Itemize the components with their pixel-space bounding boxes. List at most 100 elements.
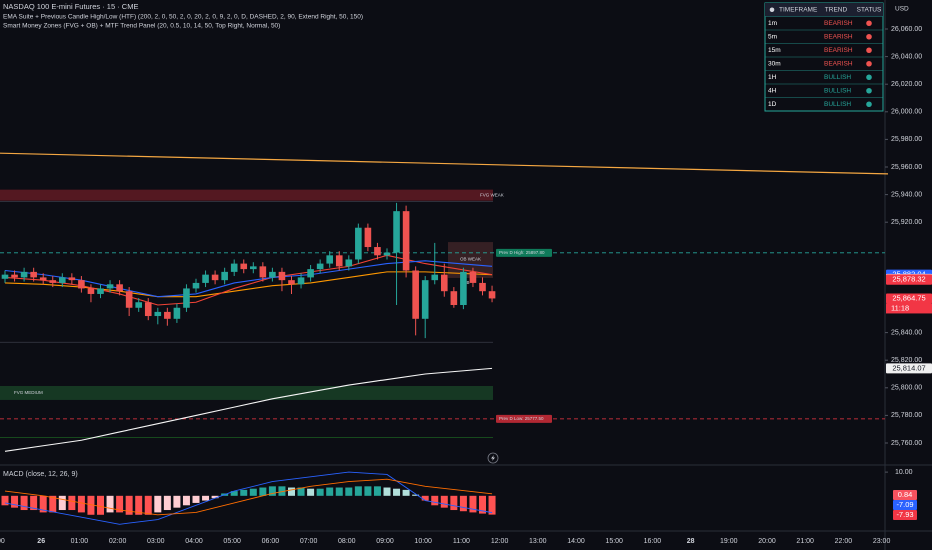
candle-body	[106, 284, 114, 289]
histogram-bar	[135, 495, 143, 515]
histogram-bar	[240, 489, 248, 496]
x-tick-label: 00	[0, 538, 5, 545]
countdown-tag	[886, 303, 932, 314]
histogram-bar	[116, 495, 124, 513]
price-tag	[886, 363, 932, 374]
x-tick-label: 20:00	[758, 538, 776, 545]
candle-body	[479, 282, 486, 292]
y-tick-label: 26,020.00	[891, 81, 922, 88]
histogram-bar	[459, 495, 467, 512]
histogram-bar	[125, 495, 133, 515]
x-tick-label: 05:00	[223, 538, 241, 545]
x-tick-label: 09:00	[376, 538, 394, 545]
x-tick-label: 19:00	[720, 538, 738, 545]
candle-body	[59, 277, 66, 283]
zone-label: FVG MEDIUM	[14, 390, 43, 395]
candle-body	[421, 280, 429, 319]
x-tick-label: 07:00	[300, 538, 318, 545]
histogram-bar	[383, 487, 391, 496]
histogram-bar	[288, 487, 295, 496]
candle-body	[125, 291, 133, 308]
x-tick-label: 22:00	[835, 538, 853, 545]
histogram-bar	[479, 495, 486, 514]
timeframe-cell: 1H	[768, 74, 777, 81]
trend-cell: BULLISH	[824, 87, 851, 94]
candle-body	[250, 266, 257, 270]
histogram-bar	[97, 495, 104, 515]
candle-body	[307, 269, 314, 278]
candle-body	[230, 263, 238, 272]
indicator-line	[4, 367, 493, 452]
macd-title: MACD (close, 12, 26, 9)	[3, 471, 78, 478]
histogram-bar	[68, 495, 76, 511]
price-tag	[886, 274, 932, 285]
zone	[0, 189, 493, 201]
macd-tag	[893, 510, 917, 520]
histogram-bar	[488, 495, 496, 515]
macd-line	[4, 478, 493, 516]
histogram-bar	[202, 495, 210, 501]
status-dot	[866, 33, 872, 40]
candle-body	[383, 252, 391, 256]
timeframe-cell: 1D	[768, 101, 777, 108]
x-tick-label: 28	[687, 538, 695, 545]
trend-cell: BULLISH	[824, 101, 851, 108]
histogram-bar	[450, 495, 458, 511]
x-tick-label: 21:00	[796, 538, 814, 545]
histogram-bar	[373, 486, 381, 496]
histogram-bar	[49, 495, 57, 513]
candle-body	[192, 282, 200, 289]
histogram-bar	[393, 488, 401, 496]
currency-label: USD	[895, 6, 909, 13]
histogram-bar	[173, 495, 181, 508]
timeframe-cell: 5m	[768, 33, 777, 40]
candle-body	[183, 288, 190, 308]
candle-body	[259, 266, 267, 278]
status-dot	[866, 87, 872, 94]
trend-cell: BEARISH	[824, 20, 853, 27]
histogram-bar	[421, 495, 429, 501]
candle-body	[297, 277, 305, 285]
prev-day-label: Prev D Low: 25777.50	[499, 416, 544, 421]
y-tick-label: 25,820.00	[891, 357, 922, 364]
candle-body	[488, 291, 496, 299]
histogram-bar	[249, 488, 257, 496]
header-icon	[769, 7, 775, 13]
x-tick-label: 12:00	[491, 538, 509, 545]
candle-body	[97, 288, 104, 294]
histogram-bar	[182, 495, 190, 506]
candle-body	[431, 274, 439, 281]
histogram-bar	[297, 487, 305, 496]
histogram-bar	[39, 495, 47, 513]
candle-body	[335, 255, 343, 267]
replay-icon[interactable]	[487, 452, 499, 464]
histogram-bar	[469, 495, 477, 513]
x-tick-label: 14:00	[567, 538, 585, 545]
candle-body	[154, 311, 162, 317]
y-tick-label: 25,980.00	[891, 136, 922, 143]
histogram-bar	[345, 487, 353, 496]
x-tick-label: 10:00	[414, 538, 432, 545]
zone	[0, 386, 493, 400]
x-tick-label: 13:00	[529, 538, 547, 545]
macd-line	[4, 471, 493, 525]
macd-pane: 10.00 0.84-7.09-7.93 00 26 01:00 02:00 03:00 04…	[0, 469, 917, 545]
y-tick-label: 25,960.00	[891, 164, 922, 171]
candle-body	[355, 227, 362, 260]
histogram-bar	[402, 489, 410, 496]
histogram-bar	[335, 487, 343, 496]
candle-body	[288, 280, 295, 285]
candle-body	[116, 284, 123, 292]
y-tick-label: 25,940.00	[891, 191, 922, 198]
timeframe-cell: 1m	[768, 20, 777, 27]
table-header: TIMEFRAME	[779, 6, 818, 13]
mtf-table: TIMEFRAME TREND STATUS 1m BEARISH 5m BEARISH 15…	[764, 2, 884, 112]
y-tick-label: 25,780.00	[891, 412, 922, 419]
countdown-label: 11:18	[891, 303, 909, 312]
histogram-bar	[77, 495, 85, 513]
candle-body	[345, 259, 353, 267]
histogram-bar	[316, 488, 324, 496]
status-dot	[866, 60, 872, 67]
candle-body	[39, 277, 47, 281]
candle-body	[269, 271, 276, 278]
